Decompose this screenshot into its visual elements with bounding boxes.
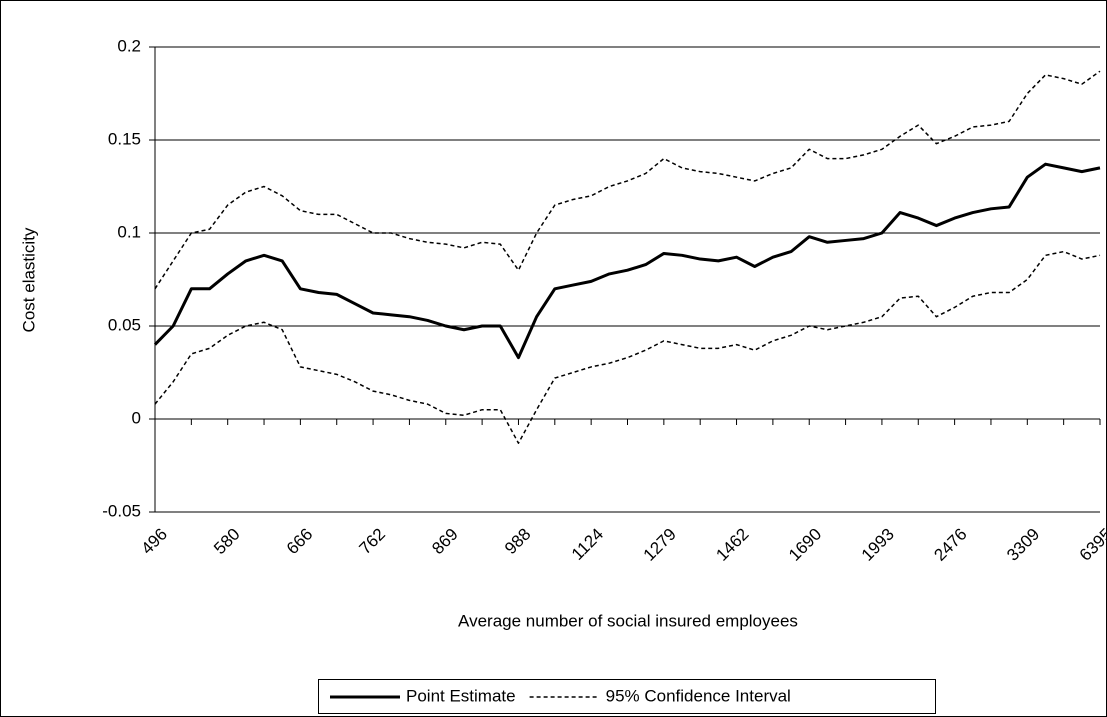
legend (318, 679, 936, 714)
y-axis-title: Cost elasticity (19, 227, 38, 332)
line-series (154, 70, 1101, 290)
y-tick-label: 0.15 (108, 129, 141, 148)
y-tick-label: 0.05 (108, 315, 141, 334)
y-tick-label: 0.1 (117, 222, 141, 241)
y-tick-label: 0 (132, 408, 141, 427)
legend-label: Point Estimate (406, 686, 516, 705)
y-tick-label: -0.05 (102, 501, 141, 520)
legend-label: 95% Confidence Interval (606, 686, 791, 705)
line-series (154, 250, 1101, 444)
x-axis-title: Average number of social insured employe… (458, 611, 798, 630)
y-tick-label: 0.2 (117, 36, 141, 55)
line-series (153, 162, 1101, 360)
